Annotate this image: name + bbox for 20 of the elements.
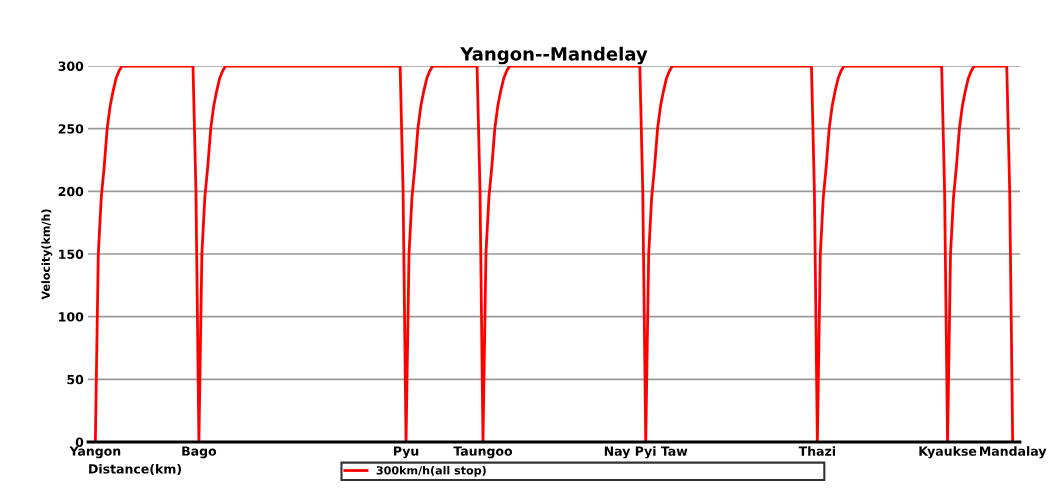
- y-tick-label: 300: [58, 61, 84, 71]
- x-tick-label: Nay Pyi Taw: [604, 446, 688, 459]
- x-axis-title: Distance(km): [89, 463, 181, 476]
- y-axis-title: Velocity(km/h): [41, 209, 53, 300]
- x-tick-label: Mandalay: [979, 446, 1047, 459]
- x-tick-label: Kyaukse: [919, 446, 977, 459]
- y-tick-label: 250: [58, 124, 84, 134]
- x-tick-label: Pyu: [393, 446, 419, 459]
- x-tick-label: Taungoo: [453, 446, 513, 459]
- x-tick-label: Bago: [182, 446, 217, 459]
- line-series: [93, 66, 1015, 442]
- legend-label: 300km/h(all stop): [376, 465, 486, 477]
- y-tick-label: 100: [59, 312, 84, 322]
- x-tick-label: Thazi: [798, 446, 836, 456]
- y-tick-label: 0: [75, 437, 84, 447]
- y-tick-label: 50: [67, 374, 84, 385]
- chart-title: Yangon--Mandelay: [460, 46, 648, 65]
- y-tick-label: 200: [58, 186, 84, 197]
- y-tick-label: 150: [59, 249, 84, 259]
- x-tick-label: Yangon: [69, 446, 121, 459]
